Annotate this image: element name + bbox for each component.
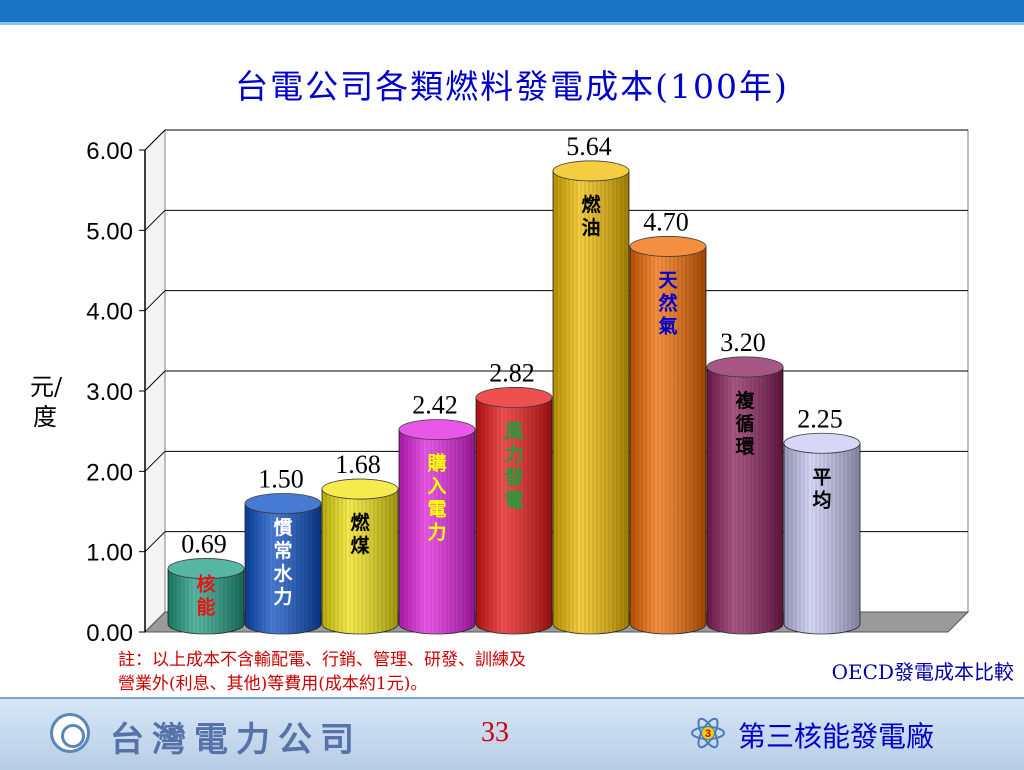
category-label: 力 xyxy=(427,521,446,544)
category-label: 入 xyxy=(427,476,446,498)
bar-top-shine-3 xyxy=(399,419,475,440)
value-label: 4.70 xyxy=(643,207,689,236)
y-axis-label: 元/度 xyxy=(30,373,63,431)
bar-top-0 xyxy=(167,558,245,579)
y-tick-label: 3.00 xyxy=(86,379,133,406)
bar-top-5 xyxy=(552,160,630,182)
y-tick-label: 4.00 xyxy=(86,299,133,326)
footnote-line-1: 註：以上成本不含輸配電、行銷、管理、研發、訓練及 xyxy=(118,650,526,670)
top-bar-accent xyxy=(0,22,1024,25)
value-label: 2.82 xyxy=(489,358,535,387)
bar-top-2 xyxy=(321,478,399,500)
category-label: 天 xyxy=(658,269,678,291)
bar-top-shine-2 xyxy=(322,479,398,500)
bar-top-shine-0 xyxy=(168,558,244,579)
plant-name: 第三核能發電廠 xyxy=(738,720,935,753)
gridline-diag xyxy=(144,129,166,151)
bar-top-8 xyxy=(783,432,861,454)
footnote: 註：以上成本不含輸配電、行銷、管理、研發、訓練及 營業外(利息、其他)等費用(成… xyxy=(118,648,526,696)
bar-top-shine-5 xyxy=(553,160,629,181)
category-label: 環 xyxy=(735,436,755,458)
category-label: 發 xyxy=(503,465,524,488)
y-tick-label: 0.00 xyxy=(86,620,133,647)
bar-shade-6 xyxy=(630,246,706,634)
gridline-diag xyxy=(144,290,166,312)
gridline-diag xyxy=(144,450,166,472)
category-label: 複 xyxy=(734,389,755,412)
category-label: 氣 xyxy=(658,314,677,337)
bar-shade-5 xyxy=(553,170,629,635)
category-label: 均 xyxy=(812,488,831,511)
category-label: 燃 xyxy=(350,511,370,534)
footnote-line-2: 營業外(利息、其他)等費用(成本約1元)。 xyxy=(118,674,428,694)
y-tick-label: 2.00 xyxy=(86,459,133,486)
value-label: 1.68 xyxy=(335,450,381,479)
bar-shade-1 xyxy=(245,503,321,634)
bar-top-shine-6 xyxy=(630,236,706,257)
bar-top-1 xyxy=(244,493,322,514)
category-label: 購 xyxy=(427,452,446,475)
category-label: 風 xyxy=(504,420,523,442)
y-tick-label: 1.00 xyxy=(86,540,133,567)
gridline-diag xyxy=(144,531,166,553)
gridline-diag xyxy=(144,209,166,231)
chart-title: 台電公司各類燃料發電成本(100年) xyxy=(235,67,789,106)
bar-top-shine-4 xyxy=(476,387,552,408)
bar-chart: 0.00 1.00 2.00 3.00 4.00 5.00 6.00 0.69 核能 1.50 慣常… xyxy=(86,128,970,647)
category-label: 常 xyxy=(273,539,292,562)
category-label: 油 xyxy=(581,217,600,239)
value-label: 3.20 xyxy=(720,328,766,357)
bar-top-shine-1 xyxy=(245,493,321,514)
bar-top-4 xyxy=(475,387,553,408)
plant-badge: 3 xyxy=(705,728,711,740)
bar-top-shine-7 xyxy=(707,356,783,377)
value-label: 0.69 xyxy=(181,530,227,559)
value-label: 2.42 xyxy=(412,391,458,420)
top-bar xyxy=(0,0,1024,22)
footer: 台灣電力公司 33 3 第三核能發電廠 xyxy=(0,697,1024,770)
atom-icon: 3 xyxy=(691,717,725,749)
value-label: 5.64 xyxy=(566,132,612,161)
bar-top-7 xyxy=(706,356,784,378)
bar-shade-0 xyxy=(168,568,244,634)
category-label: 電 xyxy=(427,499,446,521)
gridline-diag xyxy=(144,370,166,392)
y-tick-label: 6.00 xyxy=(86,138,133,165)
category-label: 平 xyxy=(812,466,831,488)
category-label: 電 xyxy=(504,489,523,511)
bar-shade-8 xyxy=(784,443,860,634)
category-label: 水 xyxy=(273,563,293,585)
bar-shade-2 xyxy=(322,489,398,634)
y-tick-label: 5.00 xyxy=(86,218,133,245)
page-number: 33 xyxy=(481,717,509,748)
bar-top-shine-8 xyxy=(784,433,860,454)
category-label: 煤 xyxy=(350,535,369,557)
bar-shade-3 xyxy=(399,429,475,634)
company-name: 台灣電力公司 xyxy=(110,720,362,760)
category-label: 慣 xyxy=(273,516,292,539)
value-label: 1.50 xyxy=(258,465,304,494)
category-label: 循 xyxy=(735,412,754,435)
category-label: 核 xyxy=(196,573,215,596)
category-label: 力 xyxy=(273,585,292,608)
bar-top-3 xyxy=(398,419,476,440)
category-label: 燃 xyxy=(581,193,601,216)
category-label: 能 xyxy=(196,596,215,619)
value-label: 2.25 xyxy=(797,404,843,433)
bar-top-6 xyxy=(629,236,707,257)
bar-shade-7 xyxy=(707,366,783,634)
bar-shade-4 xyxy=(476,397,552,634)
taipower-logo-icon xyxy=(50,713,90,753)
category-label: 然 xyxy=(658,291,677,314)
oecd-link[interactable]: OECD發電成本比較 xyxy=(831,660,1014,684)
category-label: 力 xyxy=(504,442,523,465)
